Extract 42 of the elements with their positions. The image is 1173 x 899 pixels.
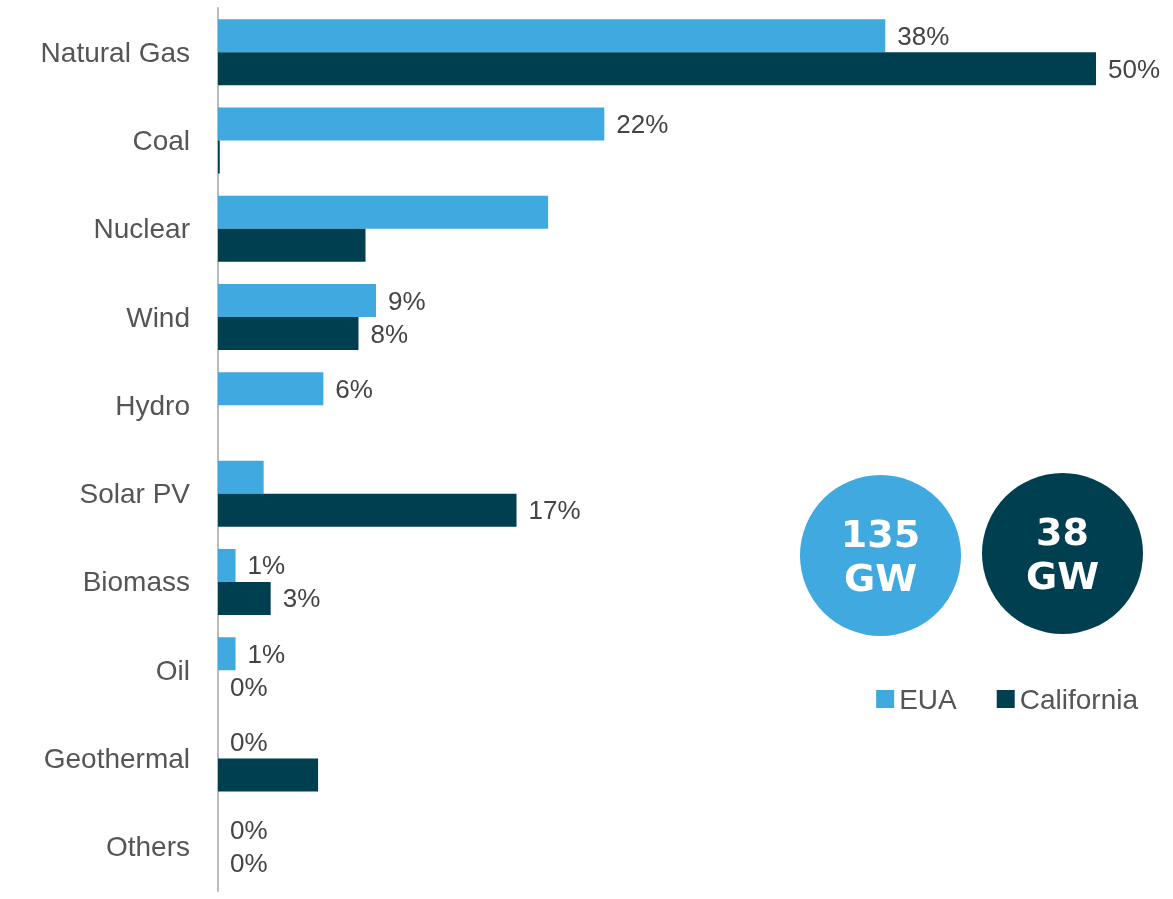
y-tick-label: Oil (155, 654, 190, 686)
bar (218, 228, 366, 262)
legend-label: EUA (899, 683, 958, 715)
y-tick-label: Nuclear (93, 213, 190, 245)
data-label: 1% (247, 550, 286, 581)
bar (218, 581, 271, 615)
data-label: 6% (335, 373, 373, 404)
bar (218, 317, 359, 351)
data-label: 9% (388, 285, 426, 316)
bar (218, 19, 886, 53)
data-label: 0% (230, 727, 268, 758)
data-label: 0% (230, 848, 268, 879)
data-label: 0% (230, 815, 268, 846)
circle: 135 GW (800, 475, 961, 636)
data-label: 17% (528, 495, 581, 526)
y-tick-label: Natural Gas (40, 36, 190, 68)
data-label: 38% (897, 20, 950, 51)
data-label: 1% (247, 638, 286, 669)
y-tick-label: Solar PV (79, 478, 191, 510)
data-label: 50% (1108, 53, 1161, 84)
data-label: 22% (616, 108, 669, 139)
bar (218, 637, 236, 671)
bar (218, 372, 324, 406)
y-tick-label: Coal (132, 124, 190, 156)
y-tick-label: Biomass (82, 566, 190, 598)
bar (218, 548, 236, 582)
data-label: 3% (282, 583, 321, 614)
bar (218, 107, 605, 141)
y-tick-label: Others (105, 831, 190, 863)
bar (218, 284, 377, 318)
bar (218, 493, 517, 527)
bar (218, 460, 264, 494)
legend-label: California (1019, 683, 1139, 715)
y-tick-label: Geothermal (43, 743, 190, 775)
circle: 38 GW (982, 473, 1143, 634)
bar (218, 52, 1096, 86)
bar (218, 758, 319, 792)
y-tick-label: Wind (126, 301, 190, 333)
y-tick-label: Hydro (115, 389, 190, 421)
bar (218, 195, 549, 229)
data-label: 0% (230, 671, 268, 702)
data-label: 8% (370, 318, 409, 349)
